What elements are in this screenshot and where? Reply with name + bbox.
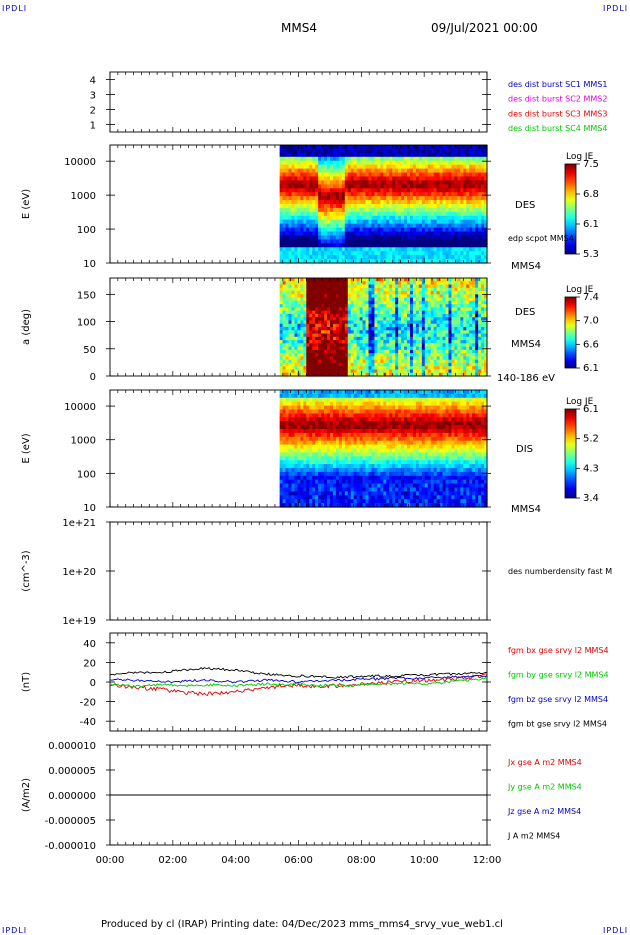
y-tick-label: 100: [77, 318, 96, 329]
spacecraft-label: MMS4: [511, 261, 541, 272]
colorbar-tick-label: 6.8: [583, 189, 599, 200]
y-tick-label: 10: [83, 259, 96, 270]
instrument-label: DES: [515, 307, 535, 318]
instrument-label: DES: [515, 200, 535, 211]
legend-entry: des dist burst SC1 MMS1: [508, 80, 607, 89]
y-tick-label: 100: [77, 225, 96, 236]
y-tick-label: 1: [90, 121, 96, 132]
y-tick-label: 1000: [71, 191, 96, 202]
legend-entry: des dist burst SC3 MMS3: [508, 109, 607, 118]
y-tick-label: 150: [77, 290, 96, 301]
y-tick-label: 4: [90, 76, 96, 87]
colorbar-tick-label: 7.0: [583, 316, 599, 327]
energy-range-label: 140-186 eV: [497, 373, 555, 384]
legend-entry: des dist burst SC2 MMS2: [508, 95, 607, 104]
y-tick-label: 10000: [64, 157, 96, 168]
colorbar-tick-label: 5.3: [583, 249, 599, 260]
colorbar-tick-label: 7.4: [583, 292, 599, 303]
colorbar: [565, 297, 576, 368]
scpot-label: edp scpot MMS4: [508, 234, 574, 243]
y-tick-label: 3: [90, 91, 96, 102]
y-tick-label: 2: [90, 106, 96, 117]
y-tick-label: 50: [83, 345, 96, 356]
y-axis-label: a (deg): [21, 309, 32, 345]
colorbar-tick-label: 7.5: [583, 159, 599, 170]
legend-entry: des dist burst SC4 MMS4: [508, 124, 607, 133]
spacecraft-label: MMS4: [511, 339, 541, 350]
colorbar-tick-label: 6.1: [583, 219, 599, 230]
colorbar-tick-label: 6.6: [583, 339, 599, 350]
colorbar-tick-label: 6.1: [583, 363, 599, 374]
y-tick-label: 0: [90, 372, 96, 383]
panel-frame: [110, 72, 487, 132]
y-axis-label: E (eV): [21, 189, 32, 219]
